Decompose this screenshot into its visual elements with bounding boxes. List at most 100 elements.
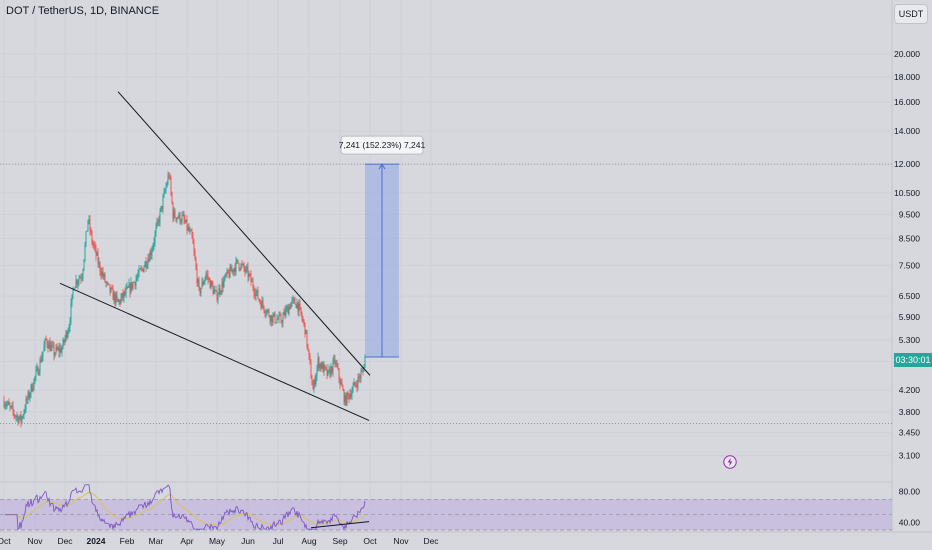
candle-down xyxy=(207,274,209,279)
candle-down xyxy=(244,268,246,272)
price-tick-label: 5.300 xyxy=(899,335,921,345)
candle-up xyxy=(231,269,233,272)
candle-down xyxy=(161,206,163,209)
candle-up xyxy=(164,190,166,192)
candle-up xyxy=(155,227,157,233)
trendline[interactable] xyxy=(117,91,371,376)
candle-up xyxy=(50,345,52,352)
lightning-icon[interactable] xyxy=(723,455,737,469)
candle-up xyxy=(187,227,189,230)
candle-up xyxy=(217,295,219,300)
candle-down xyxy=(250,274,252,282)
candle-up xyxy=(166,183,168,187)
candle-down xyxy=(215,290,217,291)
candle-down xyxy=(342,386,344,391)
candle-up xyxy=(163,191,165,198)
candle-up xyxy=(290,302,292,309)
candle-up xyxy=(62,339,64,349)
candle-up xyxy=(88,219,90,221)
candle-down xyxy=(334,358,336,364)
candle-up xyxy=(144,261,146,267)
candle-down xyxy=(249,273,251,275)
candle-up xyxy=(270,315,272,322)
candle-up xyxy=(305,330,307,335)
candle-up xyxy=(32,388,34,392)
candle-up xyxy=(353,382,355,386)
candle-up xyxy=(84,244,86,260)
symbol-title[interactable]: DOT / TetherUS, 1D, BINANCE xyxy=(6,5,160,17)
candle-down xyxy=(196,267,198,284)
candle-down xyxy=(89,219,91,231)
candle-down xyxy=(56,347,58,350)
plot-background xyxy=(0,0,892,550)
candle-up xyxy=(57,347,59,350)
candle-down xyxy=(294,298,296,305)
candle-up xyxy=(213,290,215,294)
candle-down xyxy=(177,217,179,219)
candle-down xyxy=(53,345,55,356)
candle-down xyxy=(311,378,313,385)
candle-down xyxy=(295,304,297,308)
candle-up xyxy=(167,175,169,184)
candle-up xyxy=(151,250,153,256)
candle-up xyxy=(214,290,216,291)
candle-down xyxy=(90,230,92,232)
candle-down xyxy=(325,367,327,369)
candle-up xyxy=(123,291,125,298)
candle-up xyxy=(149,251,151,262)
price-range-label-box xyxy=(340,135,424,155)
candle-up xyxy=(162,197,164,209)
candle-down xyxy=(91,231,93,243)
candle-up xyxy=(204,278,206,282)
candle-down xyxy=(179,213,181,223)
candle-down xyxy=(40,359,42,362)
candle-down xyxy=(109,284,111,293)
candle-down xyxy=(184,219,186,223)
candle-down xyxy=(348,394,350,399)
candle-up xyxy=(138,268,140,275)
candle-down xyxy=(243,264,245,269)
candle-up xyxy=(203,281,205,285)
candle-down xyxy=(356,385,358,388)
candle-down xyxy=(198,279,200,288)
currency-button[interactable]: USDT xyxy=(894,4,928,24)
candle-down xyxy=(227,270,229,273)
candle-up xyxy=(229,266,231,278)
candle-down xyxy=(49,342,51,352)
candle-down xyxy=(212,285,214,294)
rsi-trendline[interactable] xyxy=(310,521,370,529)
candle-down xyxy=(341,382,343,387)
candle-up xyxy=(178,213,180,218)
candle-up xyxy=(110,287,112,293)
candle-down xyxy=(263,306,265,312)
price-tick-label: 3.800 xyxy=(899,407,921,417)
candle-up xyxy=(319,363,321,369)
candle-down xyxy=(139,268,141,270)
candle-down xyxy=(237,259,239,263)
candle-up xyxy=(248,273,250,278)
candle-down xyxy=(318,357,320,369)
candle-up xyxy=(286,306,288,310)
trendline[interactable] xyxy=(59,282,370,421)
candle-down xyxy=(3,400,5,407)
candle-down xyxy=(228,272,230,278)
candle-up xyxy=(197,279,199,284)
candle-up xyxy=(65,331,67,338)
time-tick-label: Jun xyxy=(241,536,255,546)
candle-up xyxy=(41,356,43,362)
time-tick-label: Aug xyxy=(301,536,316,546)
candle-up xyxy=(182,214,184,216)
candle-down xyxy=(232,269,234,273)
candle-up xyxy=(218,288,220,296)
candle-up xyxy=(83,259,85,270)
candle-down xyxy=(112,288,114,301)
candle-down xyxy=(301,314,303,320)
candle-up xyxy=(282,315,284,324)
candle-up xyxy=(18,418,20,423)
candle-down xyxy=(331,366,333,373)
candle-up xyxy=(7,402,9,405)
price-tick-label: 5.900 xyxy=(899,312,921,322)
candle-down xyxy=(105,281,107,283)
